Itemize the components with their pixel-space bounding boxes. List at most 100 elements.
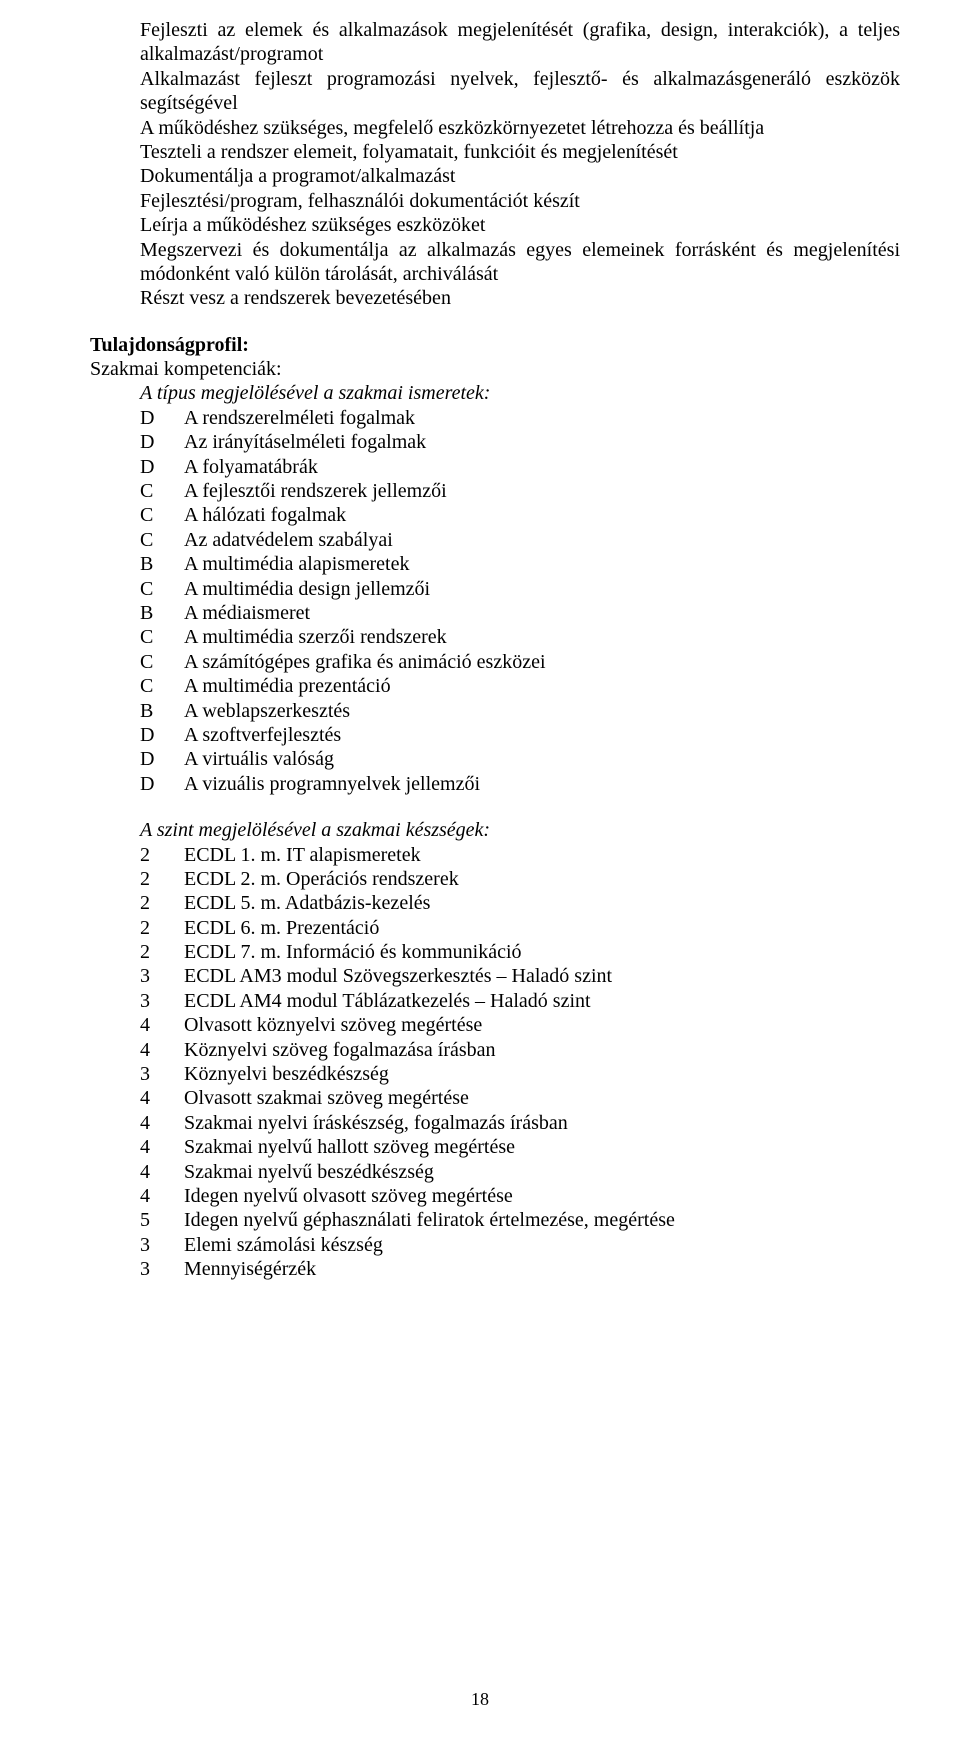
item-label: A médiaismeret [184,601,900,625]
list-item: 4Olvasott szakmai szöveg megértése [140,1086,900,1110]
skill-list: 2ECDL 1. m. IT alapismeretek2ECDL 2. m. … [140,843,900,1282]
page-number: 18 [0,1689,960,1711]
intro-paragraph: Fejleszti az elemek és alkalmazások megj… [140,18,900,67]
item-label: Szakmai nyelvű hallott szöveg megértése [184,1135,900,1159]
item-label: Elemi számolási készség [184,1233,900,1257]
competencies-heading: Szakmai kompetenciák: [90,357,900,381]
list-item: DA szoftverfejlesztés [140,723,900,747]
item-level: C [140,674,184,698]
item-label: ECDL 6. m. Prezentáció [184,916,900,940]
item-label: Idegen nyelvű géphasználati feliratok ér… [184,1208,900,1232]
item-level: D [140,723,184,747]
list-item: 2ECDL 2. m. Operációs rendszerek [140,867,900,891]
item-level: D [140,455,184,479]
item-label: A hálózati fogalmak [184,503,900,527]
list-item: 4Szakmai nyelvi íráskészség, fogalmazás … [140,1111,900,1135]
item-label: A szoftverfejlesztés [184,723,900,747]
item-label: Szakmai nyelvű beszédkészség [184,1160,900,1184]
list-item: 3ECDL AM4 modul Táblázatkezelés – Haladó… [140,989,900,1013]
list-item: CAz adatvédelem szabályai [140,528,900,552]
list-item: DA rendszerelméleti fogalmak [140,406,900,430]
list-item: DA vizuális programnyelvek jellemzői [140,772,900,796]
item-label: Köznyelvi szöveg fogalmazása írásban [184,1038,900,1062]
item-level: B [140,699,184,723]
list-item: CA hálózati fogalmak [140,503,900,527]
item-label: A virtuális valóság [184,747,900,771]
profile-heading: Tulajdonságprofil: [90,333,900,357]
item-label: A multimédia design jellemzői [184,577,900,601]
list-item: DA folyamatábrák [140,455,900,479]
list-item: 3Elemi számolási készség [140,1233,900,1257]
list-item: BA weblapszerkesztés [140,699,900,723]
list-item: CA számítógépes grafika és animáció eszk… [140,650,900,674]
item-level: D [140,772,184,796]
list-item: 2ECDL 5. m. Adatbázis-kezelés [140,891,900,915]
list-item: 3Mennyiségérzék [140,1257,900,1281]
item-level: 4 [140,1160,184,1184]
item-label: Olvasott szakmai szöveg megértése [184,1086,900,1110]
list-item: CA fejlesztői rendszerek jellemzői [140,479,900,503]
knowledge-list: DA rendszerelméleti fogalmakDAz irányítá… [140,406,900,796]
item-level: 2 [140,843,184,867]
item-level: D [140,430,184,454]
skills-subheader: A szint megjelölésével a szakmai készség… [140,818,900,842]
item-level: 4 [140,1086,184,1110]
item-label: Mennyiségérzék [184,1257,900,1281]
item-label: Az irányításelméleti fogalmak [184,430,900,454]
item-level: 2 [140,916,184,940]
item-label: ECDL 1. m. IT alapismeretek [184,843,900,867]
intro-paragraph: Részt vesz a rendszerek bevezetésében [140,286,900,310]
item-label: ECDL AM4 modul Táblázatkezelés – Haladó … [184,989,900,1013]
item-label: A multimédia szerzői rendszerek [184,625,900,649]
item-level: 4 [140,1135,184,1159]
list-item: 5Idegen nyelvű géphasználati feliratok é… [140,1208,900,1232]
list-item: DA virtuális valóság [140,747,900,771]
intro-paragraph: Teszteli a rendszer elemeit, folyamatait… [140,140,900,164]
item-level: 4 [140,1184,184,1208]
item-label: Szakmai nyelvi íráskészség, fogalmazás í… [184,1111,900,1135]
skills-section: A szint megjelölésével a szakmai készség… [90,818,900,1281]
intro-paragraph: Megszervezi és dokumentálja az alkalmazá… [140,238,900,287]
item-label: Idegen nyelvű olvasott szöveg megértése [184,1184,900,1208]
item-level: C [140,479,184,503]
item-label: ECDL 2. m. Operációs rendszerek [184,867,900,891]
item-label: ECDL 7. m. Információ és kommunikáció [184,940,900,964]
intro-paragraph: Alkalmazást fejleszt programozási nyelve… [140,67,900,116]
item-level: 2 [140,940,184,964]
document-page: Fejleszti az elemek és alkalmazások megj… [0,0,960,1739]
item-level: D [140,406,184,430]
item-level: C [140,625,184,649]
list-item: BA multimédia alapismeretek [140,552,900,576]
list-item: 4Köznyelvi szöveg fogalmazása írásban [140,1038,900,1062]
item-level: 2 [140,867,184,891]
item-level: 3 [140,964,184,988]
headings-block: Tulajdonságprofil: Szakmai kompetenciák: [90,333,900,382]
item-level: 4 [140,1013,184,1037]
item-level: D [140,747,184,771]
item-label: A multimédia alapismeretek [184,552,900,576]
list-item: CA multimédia design jellemzői [140,577,900,601]
intro-paragraph: Fejlesztési/program, felhasználói dokume… [140,189,900,213]
item-label: Olvasott köznyelvi szöveg megértése [184,1013,900,1037]
list-item: 2ECDL 6. m. Prezentáció [140,916,900,940]
knowledge-subheader: A típus megjelölésével a szakmai ismeret… [140,381,900,405]
item-level: 3 [140,1233,184,1257]
item-label: A folyamatábrák [184,455,900,479]
item-label: ECDL 5. m. Adatbázis-kezelés [184,891,900,915]
item-label: Az adatvédelem szabályai [184,528,900,552]
item-level: 2 [140,891,184,915]
item-level: C [140,503,184,527]
list-item: CA multimédia prezentáció [140,674,900,698]
item-level: 3 [140,1257,184,1281]
item-label: A multimédia prezentáció [184,674,900,698]
item-label: A rendszerelméleti fogalmak [184,406,900,430]
list-item: 4Szakmai nyelvű beszédkészség [140,1160,900,1184]
intro-paragraph: A működéshez szükséges, megfelelő eszköz… [140,116,900,140]
item-label: A vizuális programnyelvek jellemzői [184,772,900,796]
item-level: 5 [140,1208,184,1232]
intro-paragraph: Leírja a működéshez szükséges eszközöket [140,213,900,237]
list-item: DAz irányításelméleti fogalmak [140,430,900,454]
item-level: B [140,601,184,625]
item-label: A weblapszerkesztés [184,699,900,723]
item-level: C [140,650,184,674]
